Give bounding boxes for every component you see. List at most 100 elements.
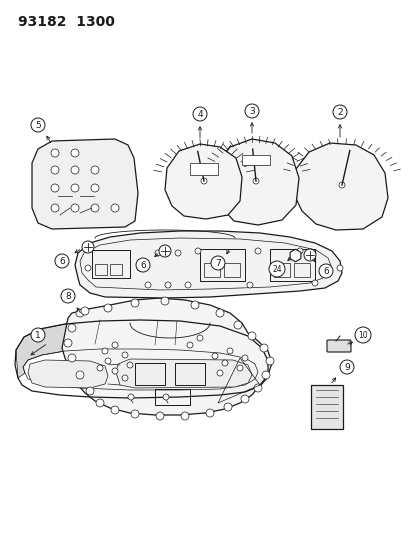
Polygon shape: [62, 298, 271, 415]
Text: 1: 1: [35, 330, 41, 340]
Circle shape: [156, 412, 164, 420]
Circle shape: [187, 342, 192, 348]
Circle shape: [159, 245, 171, 257]
Circle shape: [211, 256, 224, 270]
Text: 24: 24: [271, 264, 281, 273]
Circle shape: [165, 282, 171, 288]
Circle shape: [51, 166, 59, 174]
Text: 3: 3: [249, 107, 254, 116]
Circle shape: [71, 166, 79, 174]
Polygon shape: [116, 359, 252, 388]
Circle shape: [76, 371, 84, 379]
Circle shape: [192, 107, 206, 121]
Polygon shape: [212, 139, 298, 225]
Text: 6: 6: [322, 266, 328, 276]
Circle shape: [91, 166, 99, 174]
Circle shape: [311, 280, 317, 286]
Polygon shape: [75, 231, 341, 298]
Text: 6: 6: [140, 261, 145, 270]
Circle shape: [180, 412, 189, 420]
Circle shape: [51, 204, 59, 212]
FancyBboxPatch shape: [310, 385, 342, 429]
Circle shape: [195, 248, 201, 254]
Polygon shape: [28, 360, 108, 388]
Circle shape: [127, 362, 133, 368]
Circle shape: [161, 297, 169, 305]
Text: 5: 5: [35, 120, 41, 130]
Circle shape: [303, 249, 315, 261]
Circle shape: [71, 204, 79, 212]
Polygon shape: [16, 320, 267, 378]
Circle shape: [261, 371, 269, 379]
Circle shape: [91, 184, 99, 192]
Circle shape: [68, 324, 76, 332]
Circle shape: [216, 309, 223, 317]
Polygon shape: [291, 143, 387, 230]
Circle shape: [112, 342, 118, 348]
Circle shape: [221, 360, 228, 366]
Circle shape: [163, 394, 169, 400]
Circle shape: [318, 264, 332, 278]
Circle shape: [136, 258, 150, 272]
Circle shape: [175, 250, 180, 256]
Text: 2: 2: [336, 108, 342, 117]
Circle shape: [216, 370, 223, 376]
Circle shape: [76, 309, 84, 317]
Text: 8: 8: [65, 292, 71, 301]
Circle shape: [55, 254, 69, 268]
FancyBboxPatch shape: [190, 163, 218, 175]
Circle shape: [254, 384, 261, 392]
Circle shape: [131, 299, 139, 307]
Circle shape: [105, 358, 111, 364]
Circle shape: [332, 105, 346, 119]
Circle shape: [242, 355, 247, 361]
Circle shape: [145, 282, 151, 288]
Circle shape: [71, 184, 79, 192]
Circle shape: [64, 339, 72, 347]
Circle shape: [91, 204, 99, 212]
Circle shape: [354, 327, 370, 343]
Text: 10: 10: [357, 330, 367, 340]
Circle shape: [96, 399, 104, 407]
Polygon shape: [165, 144, 242, 219]
Text: 6: 6: [59, 256, 65, 265]
Circle shape: [296, 248, 302, 254]
Circle shape: [81, 307, 89, 315]
Circle shape: [111, 406, 119, 414]
Circle shape: [233, 321, 242, 329]
Circle shape: [236, 365, 242, 371]
Circle shape: [102, 348, 108, 354]
Circle shape: [244, 104, 259, 118]
Circle shape: [211, 353, 218, 359]
Text: 9: 9: [343, 362, 349, 372]
Circle shape: [206, 409, 214, 417]
Circle shape: [259, 344, 267, 352]
Circle shape: [223, 403, 231, 411]
Circle shape: [154, 250, 161, 256]
Text: 7: 7: [215, 259, 221, 268]
Circle shape: [111, 204, 119, 212]
Circle shape: [71, 149, 79, 157]
Circle shape: [197, 335, 202, 341]
Circle shape: [31, 118, 45, 132]
Circle shape: [68, 354, 76, 362]
Circle shape: [339, 360, 353, 374]
Circle shape: [85, 265, 91, 271]
Circle shape: [104, 304, 112, 312]
Circle shape: [122, 352, 128, 358]
Circle shape: [247, 332, 255, 340]
Circle shape: [131, 410, 139, 418]
Circle shape: [254, 248, 260, 254]
Circle shape: [137, 265, 142, 271]
Polygon shape: [32, 139, 138, 229]
Circle shape: [338, 182, 344, 188]
Circle shape: [268, 261, 284, 277]
Circle shape: [112, 368, 118, 374]
Circle shape: [97, 365, 103, 371]
Circle shape: [128, 394, 134, 400]
Circle shape: [82, 241, 94, 253]
Circle shape: [51, 184, 59, 192]
Text: 4: 4: [197, 109, 202, 118]
Circle shape: [247, 282, 252, 288]
Circle shape: [266, 357, 273, 365]
